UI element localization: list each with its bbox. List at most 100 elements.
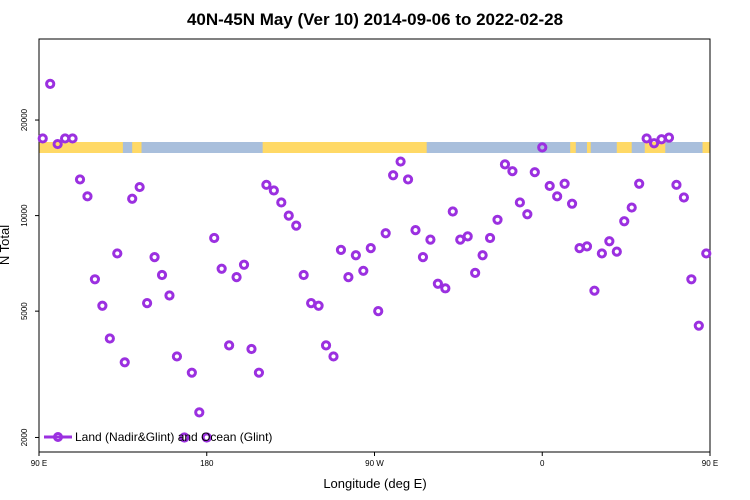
data-point: [388, 170, 399, 181]
data-point: [686, 274, 697, 285]
data-point: [89, 274, 101, 285]
x-tick-label: 90 W: [365, 459, 384, 468]
data-point: [663, 132, 675, 143]
data-point: [246, 343, 257, 355]
x-axis-label: Longitude (deg E): [323, 476, 426, 491]
data-point: [581, 241, 593, 252]
data-point: [462, 231, 473, 242]
data-point: [373, 306, 384, 317]
data-point: [432, 278, 443, 289]
data-point: [52, 138, 63, 150]
data-point: [253, 367, 265, 378]
data-point: [626, 202, 637, 213]
data-point: [209, 232, 220, 244]
x-tick-label: 180: [200, 459, 214, 468]
data-point: [74, 174, 86, 185]
data-point: [134, 181, 145, 193]
data-point: [537, 142, 548, 153]
chart-title: 40N-45N May (Ver 10) 2014-09-06 to 2022-…: [187, 10, 563, 29]
data-point: [97, 300, 108, 311]
data-point: [648, 138, 660, 149]
x-tick-label: 90 E: [702, 459, 718, 468]
data-point: [671, 179, 682, 190]
data-point: [440, 283, 451, 294]
data-point: [149, 252, 160, 263]
data-point: [402, 174, 414, 185]
land-band: [586, 142, 591, 153]
data-point: [529, 167, 540, 178]
data-point: [313, 300, 324, 311]
data-point: [693, 320, 704, 331]
data-point: [164, 290, 175, 301]
data-point: [566, 198, 578, 209]
data-point: [350, 250, 361, 261]
data-point: [619, 216, 630, 227]
land-band: [702, 142, 710, 153]
data-point: [216, 263, 227, 274]
data-point: [417, 252, 429, 263]
x-tick-label: 90 E: [31, 459, 47, 468]
x-axis-ticks: 90 E 180 90 W 0 90 E: [31, 452, 718, 468]
data-point: [320, 340, 332, 351]
data-point: [298, 269, 309, 281]
data-point: [283, 210, 294, 221]
legend: Land (Nadir&Glint) and Ocean (Glint): [44, 430, 272, 444]
data-point: [410, 225, 421, 236]
data-point: [156, 269, 168, 281]
y-tick-label: 5000: [20, 302, 29, 320]
legend-marker: [53, 432, 63, 442]
data-point: [507, 166, 518, 177]
data-point: [365, 242, 376, 254]
data-point: [447, 206, 458, 217]
data-point: [596, 248, 607, 259]
data-point: [395, 156, 406, 167]
data-point: [231, 272, 242, 283]
data-point: [589, 285, 600, 296]
data-point: [291, 220, 302, 231]
y-tick-label: 2000: [20, 428, 29, 446]
y-tick-label: 20000: [20, 108, 29, 131]
y-axis-ticks: 2000 5000 10000 20000: [20, 108, 39, 446]
data-point: [261, 179, 272, 190]
data-point: [492, 214, 503, 225]
land-band: [570, 142, 576, 153]
land-ocean-strip: [39, 142, 710, 153]
data-point: [470, 267, 481, 278]
land-band: [132, 142, 142, 153]
data-point: [611, 246, 622, 257]
data-point: [142, 298, 153, 309]
data-point: [425, 234, 436, 245]
land-band: [616, 142, 632, 153]
data-point: [201, 432, 212, 443]
data-point: [343, 272, 354, 283]
y-axis-label: N Total: [0, 225, 12, 265]
data-point: [127, 193, 138, 204]
data-point: [82, 191, 93, 202]
data-point: [499, 159, 511, 170]
data-point: [67, 133, 78, 144]
x-tick-label: 0: [540, 459, 545, 468]
data-point: [634, 178, 645, 189]
data-point: [45, 78, 56, 89]
data-point: [224, 340, 235, 351]
data-point: [552, 191, 563, 202]
data-points: [37, 78, 712, 443]
data-point: [179, 432, 190, 443]
data-point: [112, 248, 123, 259]
data-point: [522, 209, 533, 220]
land-band: [39, 142, 123, 153]
data-point: [604, 236, 615, 247]
data-point: [380, 228, 391, 239]
data-point: [484, 232, 496, 244]
data-point: [641, 133, 652, 144]
data-point: [104, 333, 115, 344]
data-point: [328, 351, 339, 362]
data-point: [701, 248, 712, 259]
data-point: [171, 351, 183, 362]
data-point: [276, 197, 287, 208]
data-point: [678, 192, 690, 203]
data-point: [514, 197, 525, 208]
data-point: [119, 357, 130, 368]
data-point: [335, 244, 347, 255]
